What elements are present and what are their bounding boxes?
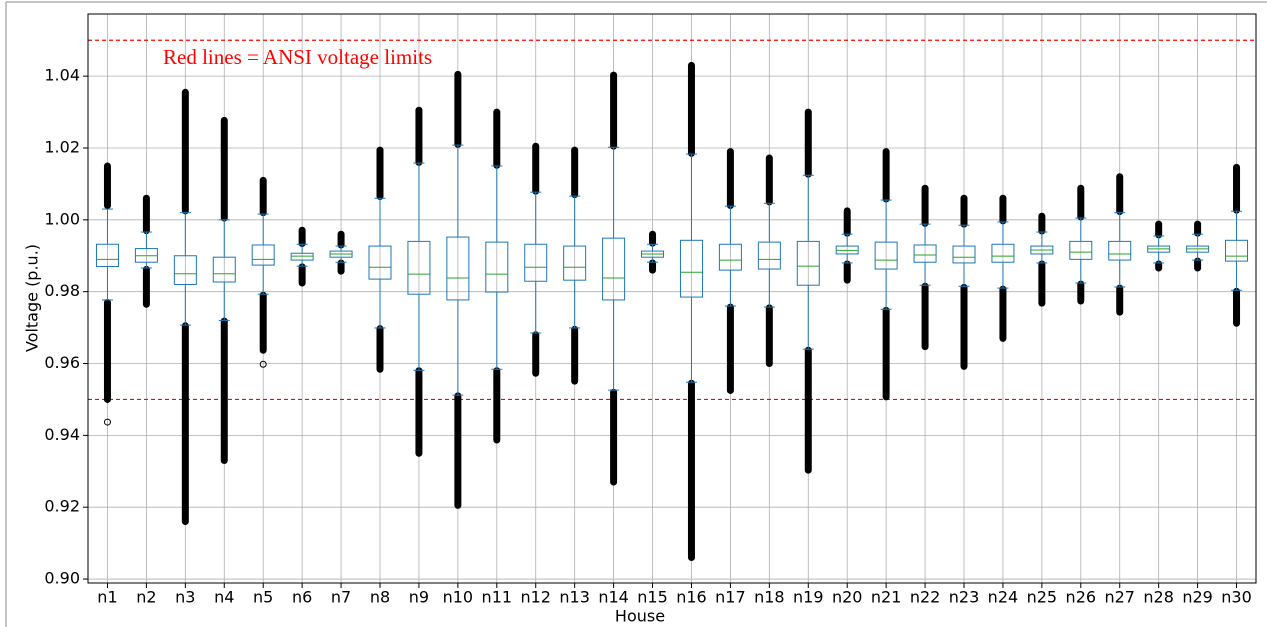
x-tick-label: n16 bbox=[676, 588, 707, 607]
outlier bbox=[103, 418, 111, 426]
annotation: Red lines = ANSI voltage limits bbox=[163, 45, 432, 69]
x-tick-label: n10 bbox=[443, 588, 474, 607]
x-tick-label: n4 bbox=[214, 588, 234, 607]
box bbox=[757, 241, 781, 270]
x-tick-label: n24 bbox=[988, 588, 1019, 607]
x-tick-label: n21 bbox=[871, 588, 902, 607]
x-tick-label: n1 bbox=[97, 588, 117, 607]
x-tick-label: n25 bbox=[1027, 588, 1058, 607]
box bbox=[251, 244, 275, 266]
y-axis-label: Voltage (p.u.) bbox=[23, 244, 42, 352]
x-tick-label: n11 bbox=[482, 588, 513, 607]
y-tick-label: 0.92 bbox=[44, 497, 80, 516]
x-tick-label: n6 bbox=[292, 588, 312, 607]
x-tick-label: n2 bbox=[136, 588, 156, 607]
x-tick-label: n19 bbox=[793, 588, 824, 607]
x-tick-label: n27 bbox=[1104, 588, 1135, 607]
box bbox=[485, 241, 509, 293]
box bbox=[1069, 240, 1093, 260]
y-tick-label: 0.90 bbox=[44, 569, 80, 588]
plot-frame bbox=[87, 13, 1257, 584]
box bbox=[952, 245, 976, 264]
x-tick-label: n22 bbox=[910, 588, 941, 607]
x-tick-label: n9 bbox=[409, 588, 429, 607]
y-tick-label: 0.98 bbox=[44, 281, 80, 300]
y-tick-label: 1.02 bbox=[44, 137, 80, 156]
box bbox=[368, 245, 392, 280]
x-tick-label: n30 bbox=[1221, 588, 1252, 607]
box bbox=[563, 245, 587, 281]
x-tick-label: n23 bbox=[949, 588, 980, 607]
box bbox=[718, 243, 742, 271]
x-tick-label: n18 bbox=[754, 588, 785, 607]
box bbox=[796, 240, 820, 286]
box bbox=[407, 240, 431, 295]
x-tick-label: n15 bbox=[637, 588, 668, 607]
box bbox=[679, 239, 703, 298]
x-tick-label: n12 bbox=[520, 588, 551, 607]
box bbox=[446, 236, 470, 301]
y-tick-label: 0.94 bbox=[44, 425, 80, 444]
box bbox=[95, 243, 119, 268]
box bbox=[1108, 240, 1132, 261]
box bbox=[212, 256, 236, 283]
x-tick-label: n13 bbox=[559, 588, 590, 607]
box bbox=[1225, 239, 1249, 262]
x-tick-label: n28 bbox=[1143, 588, 1174, 607]
box bbox=[290, 252, 314, 261]
outlier bbox=[259, 360, 267, 368]
x-tick-label: n7 bbox=[331, 588, 351, 607]
y-tick-label: 1.00 bbox=[44, 209, 80, 228]
x-tick-label: n29 bbox=[1182, 588, 1213, 607]
x-tick-label: n5 bbox=[253, 588, 273, 607]
box bbox=[524, 243, 548, 282]
x-tick-label: n3 bbox=[175, 588, 195, 607]
box bbox=[991, 243, 1015, 263]
x-tick-label: n26 bbox=[1066, 588, 1097, 607]
x-tick-label: n14 bbox=[598, 588, 629, 607]
box bbox=[173, 255, 197, 285]
x-tick-label: n20 bbox=[832, 588, 863, 607]
box bbox=[874, 241, 898, 270]
x-tick-label: n8 bbox=[370, 588, 390, 607]
x-axis-label: House bbox=[615, 607, 665, 626]
box bbox=[913, 244, 937, 263]
y-tick-label: 0.96 bbox=[44, 353, 80, 372]
x-tick-label: n17 bbox=[715, 588, 746, 607]
y-tick-label: 1.04 bbox=[44, 66, 80, 85]
box bbox=[602, 237, 626, 301]
